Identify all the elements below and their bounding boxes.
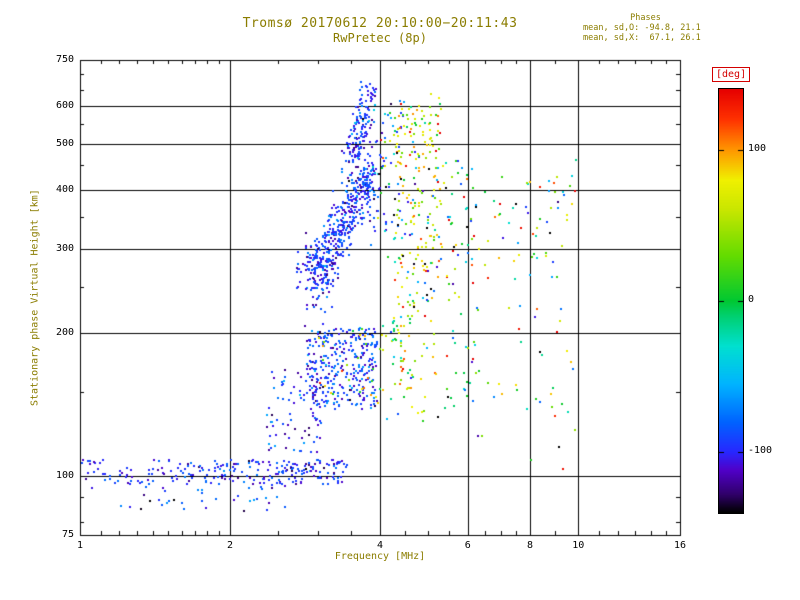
colorbar — [718, 88, 744, 514]
x-tick-label: 10 — [572, 540, 585, 551]
y-tick-label: 300 — [55, 243, 74, 255]
x-tick-label: 1 — [76, 540, 84, 551]
colorbar-tick-label: 100 — [748, 142, 767, 154]
y-tick-label: 600 — [55, 100, 74, 112]
y-tick-label: 400 — [55, 183, 74, 195]
x-tick-label: 2 — [226, 540, 234, 551]
y-tick-label: 200 — [55, 326, 74, 338]
x-tick-label: 16 — [673, 540, 687, 551]
x-tick-label: 4 — [376, 540, 384, 551]
y-tick-label: 500 — [55, 137, 74, 149]
x-tick-label: 6 — [464, 540, 471, 551]
y-tick-label: 750 — [55, 54, 74, 65]
y-tick-label: 75 — [61, 529, 74, 540]
y-tick-label: 100 — [55, 469, 74, 481]
colorbar-tick-label: -100 — [748, 445, 773, 457]
colorbar-tick-label: 0 — [748, 294, 755, 305]
colorbar-unit-label: [deg] — [712, 67, 751, 82]
x-tick-label: 8 — [526, 540, 534, 551]
